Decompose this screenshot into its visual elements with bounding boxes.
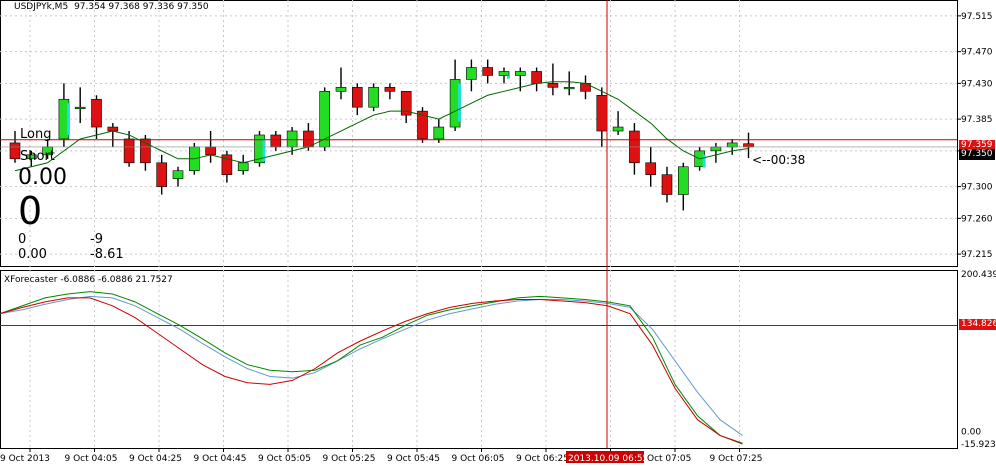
ohlc-values: 97.354 97.368 97.336 97.350	[74, 2, 209, 12]
indicator-header: XForecaster -6.0886 -6.0886 21.7527	[4, 275, 173, 285]
price-tick-label: 97.260	[961, 214, 993, 224]
price-tick-label: 97.470	[961, 48, 993, 58]
time-label: 9 Oct 05:05	[258, 454, 311, 464]
ask-price-tag: 97.359	[959, 140, 995, 151]
bid-price-tag: 97.350	[959, 149, 995, 160]
bull-candle	[498, 71, 510, 76]
bear-candle	[661, 174, 673, 195]
bear-candle	[270, 134, 282, 148]
moving-average-line	[14, 81, 749, 172]
col1-row1: 0	[18, 232, 27, 247]
price-tick-label: 97.515	[961, 12, 993, 22]
time-label: 2013.10.09 06:55	[568, 454, 648, 464]
bear-candle	[384, 87, 396, 92]
indicator-tick-label: -15.9232	[961, 440, 996, 450]
bull-candle	[368, 87, 379, 108]
time-label: 9 Oct 04:05	[65, 454, 118, 464]
col2-row2: -8.61	[90, 247, 124, 262]
main-panel-frame	[0, 0, 958, 267]
heikin-ashi-marker	[262, 138, 266, 162]
indicator-tick-label: 0.00	[961, 427, 981, 437]
bull-candle	[726, 142, 738, 148]
bear-candle	[351, 87, 363, 108]
col1-row2: 0.00	[18, 247, 47, 262]
bear-candle	[547, 83, 559, 88]
bear-candle	[156, 162, 167, 187]
bull-candle	[612, 126, 624, 132]
bull-candle	[335, 87, 347, 92]
time-label: 9 Oct 05:45	[387, 454, 440, 464]
bull-candle	[514, 71, 526, 76]
bull-candle	[563, 87, 575, 90]
time-label: 9 Oct 04:45	[194, 454, 247, 464]
heikin-ashi-marker	[458, 83, 462, 122]
bull-candle	[677, 166, 689, 195]
forecast-red-line	[0, 297, 743, 445]
price-tick-label: 97.215	[961, 250, 993, 260]
bull-candle	[433, 126, 445, 140]
bear-candle	[9, 142, 21, 160]
time-label: 9 Oct 05:25	[323, 454, 376, 464]
bull-candle	[286, 130, 298, 148]
bear-candle	[205, 146, 216, 156]
bear-candle	[91, 98, 102, 128]
bull-candle	[466, 67, 477, 80]
bar-timer: <--00:38	[752, 153, 806, 167]
bear-candle	[107, 126, 119, 132]
short-label: Short	[20, 149, 55, 164]
indicator-level-tag: 134.826	[959, 319, 996, 330]
time-highlight-box	[566, 451, 644, 463]
time-label: 9 Oct 06:25	[516, 454, 569, 464]
bull-candle	[710, 146, 722, 152]
price-tick-label: 97.430	[961, 79, 993, 89]
bear-candle	[645, 162, 657, 175]
col2-row1: -9	[90, 232, 103, 247]
bear-candle	[417, 110, 428, 140]
symbol-label: USDJPYk,M5	[14, 2, 69, 12]
position-count: 0	[18, 189, 43, 233]
bear-candle	[531, 71, 542, 84]
bear-candle	[482, 67, 494, 76]
price-tick-label: 97.300	[961, 183, 993, 193]
bull-candle	[74, 106, 86, 109]
bear-candle	[140, 138, 151, 164]
main-chart-header: USDJPYk,M5 97.354 97.368 97.336 97.350	[14, 2, 209, 12]
time-label: Oct 07:05	[647, 454, 691, 464]
indicator-tick-label: 200.439	[961, 270, 996, 280]
bull-candle	[237, 162, 249, 172]
time-label: 9 Oct 07:25	[710, 454, 763, 464]
forecast-blue-line	[0, 295, 743, 436]
indicator-panel-frame	[0, 270, 958, 449]
bear-candle	[221, 154, 233, 175]
bear-candle	[743, 143, 754, 148]
heikin-ashi-marker	[702, 154, 706, 168]
heikin-ashi-marker	[507, 75, 510, 79]
bear-candle	[123, 138, 135, 164]
long-label: Long	[20, 127, 52, 142]
bear-candle	[596, 94, 608, 132]
position-value: 0.00	[18, 165, 67, 190]
bull-candle	[172, 170, 184, 179]
bear-candle	[303, 130, 314, 148]
time-label: 9 Oct 04:25	[129, 454, 182, 464]
price-tick-label: 97.385	[961, 115, 993, 125]
time-label: 9 Oct 06:05	[452, 454, 505, 464]
bear-candle	[400, 91, 412, 116]
time-label: 9 Oct 2013	[0, 454, 50, 464]
heikin-ashi-marker	[66, 103, 70, 136]
forecast-green-line	[0, 291, 743, 444]
bull-candle	[25, 154, 37, 160]
